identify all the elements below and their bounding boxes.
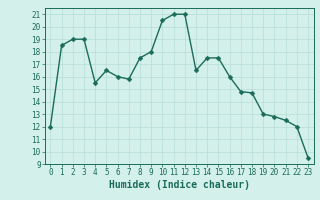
X-axis label: Humidex (Indice chaleur): Humidex (Indice chaleur) [109, 180, 250, 190]
